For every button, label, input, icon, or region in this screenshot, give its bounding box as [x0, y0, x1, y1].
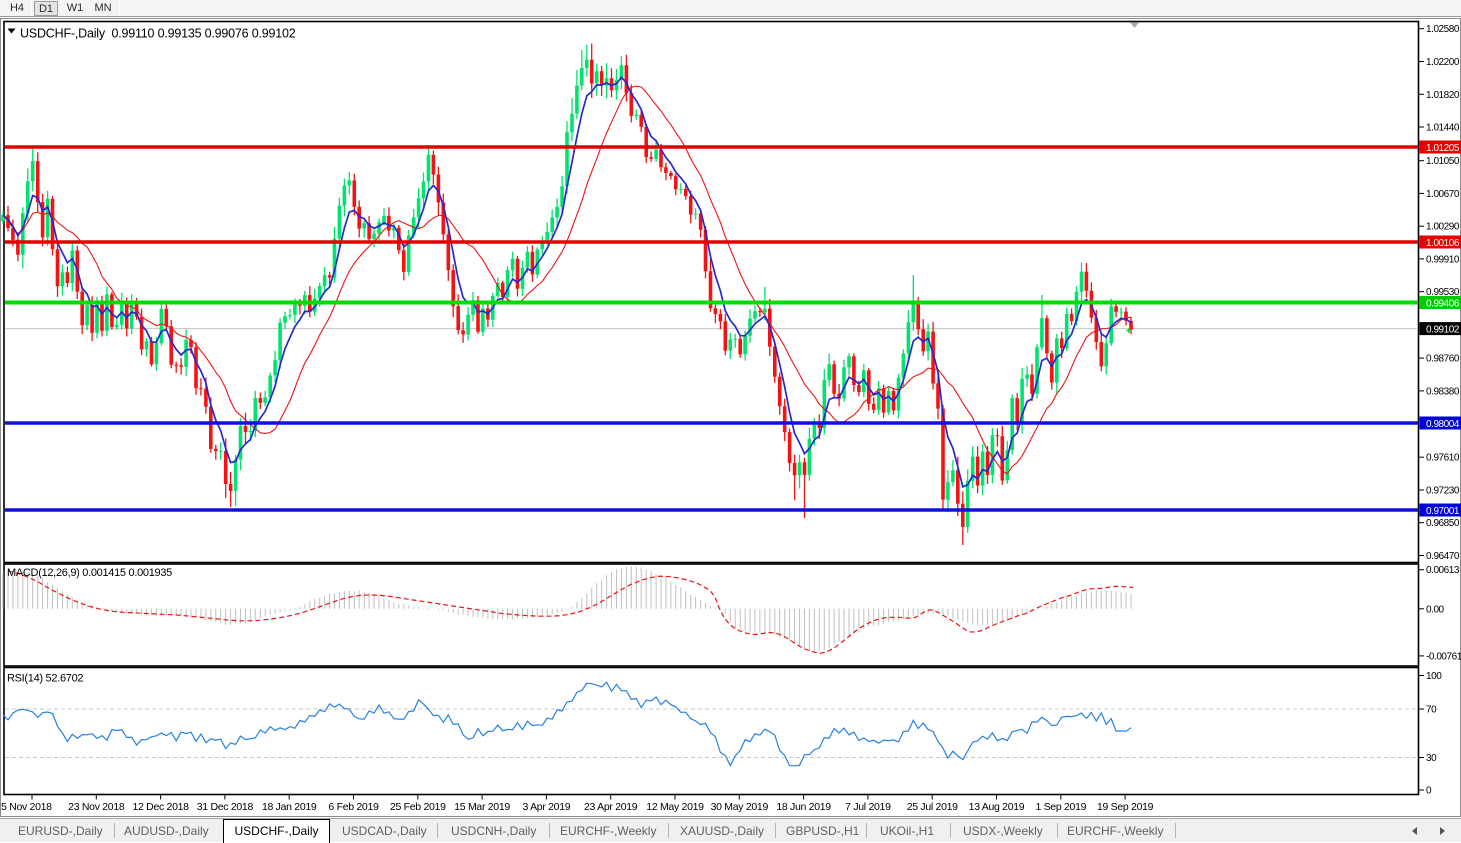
- svg-text:5 Nov 2018: 5 Nov 2018: [1, 801, 52, 813]
- svg-text:0.99406: 0.99406: [1426, 298, 1460, 309]
- svg-text:23 Apr 2019: 23 Apr 2019: [584, 801, 638, 813]
- svg-text:15 Mar 2019: 15 Mar 2019: [454, 801, 510, 813]
- svg-text:0: 0: [1426, 786, 1432, 797]
- svg-text:3 Apr 2019: 3 Apr 2019: [523, 801, 571, 813]
- svg-text:0.00: 0.00: [1426, 604, 1445, 615]
- svg-text:1.02580: 1.02580: [1426, 24, 1460, 35]
- svg-text:100: 100: [1426, 671, 1442, 682]
- svg-text:0.98380: 0.98380: [1426, 386, 1460, 397]
- svg-text:0.97230: 0.97230: [1426, 486, 1460, 497]
- svg-text:1.01440: 1.01440: [1426, 123, 1460, 134]
- svg-text:0.98760: 0.98760: [1426, 354, 1460, 365]
- svg-text:12 Dec 2018: 12 Dec 2018: [132, 801, 189, 813]
- svg-text:6 Feb 2019: 6 Feb 2019: [328, 801, 379, 813]
- svg-text:1.01050: 1.01050: [1426, 156, 1460, 167]
- svg-text:25 Jul 2019: 25 Jul 2019: [907, 801, 958, 813]
- svg-text:USDCHF-,Daily 0.99110 0.99135: USDCHF-,Daily 0.99110 0.99135 0.99076 0.…: [20, 27, 296, 41]
- svg-text:1.00106: 1.00106: [1426, 238, 1460, 249]
- svg-text:1.00290: 1.00290: [1426, 222, 1460, 233]
- svg-text:1 Sep 2019: 1 Sep 2019: [1035, 801, 1086, 813]
- svg-text:0.99102: 0.99102: [1426, 324, 1460, 335]
- svg-text:70: 70: [1426, 705, 1437, 716]
- svg-text:0.00613: 0.00613: [1426, 565, 1460, 576]
- svg-text:RSI(14) 52.6702: RSI(14) 52.6702: [7, 673, 83, 685]
- svg-text:30: 30: [1426, 753, 1437, 764]
- svg-text:13 Aug 2019: 13 Aug 2019: [969, 801, 1025, 813]
- svg-text:0.96850: 0.96850: [1426, 518, 1460, 529]
- svg-text:18 Jun 2019: 18 Jun 2019: [776, 801, 831, 813]
- svg-text:7 Jul 2019: 7 Jul 2019: [845, 801, 891, 813]
- svg-text:30 May 2019: 30 May 2019: [711, 801, 769, 813]
- svg-text:31 Dec 2018: 31 Dec 2018: [197, 801, 254, 813]
- svg-text:MACD(12,26,9) 0.001415 0.00193: MACD(12,26,9) 0.001415 0.001935: [7, 567, 172, 579]
- svg-text:0.97610: 0.97610: [1426, 453, 1460, 464]
- svg-text:1.02200: 1.02200: [1426, 57, 1460, 68]
- svg-text:0.99910: 0.99910: [1426, 254, 1460, 265]
- svg-text:18 Jan 2019: 18 Jan 2019: [262, 801, 317, 813]
- svg-text:12 May 2019: 12 May 2019: [646, 801, 704, 813]
- svg-text:0.97001: 0.97001: [1426, 506, 1460, 517]
- svg-text:25 Feb 2019: 25 Feb 2019: [390, 801, 446, 813]
- svg-text:0.96470: 0.96470: [1426, 551, 1460, 562]
- svg-text:19 Sep 2019: 19 Sep 2019: [1097, 801, 1154, 813]
- svg-text:23 Nov 2018: 23 Nov 2018: [68, 801, 125, 813]
- svg-text:1.01820: 1.01820: [1426, 90, 1460, 101]
- svg-text:1.01205: 1.01205: [1426, 143, 1460, 154]
- svg-text:1.00670: 1.00670: [1426, 189, 1460, 200]
- svg-text:-0.007612: -0.007612: [1426, 651, 1461, 662]
- svg-text:0.98004: 0.98004: [1426, 419, 1460, 430]
